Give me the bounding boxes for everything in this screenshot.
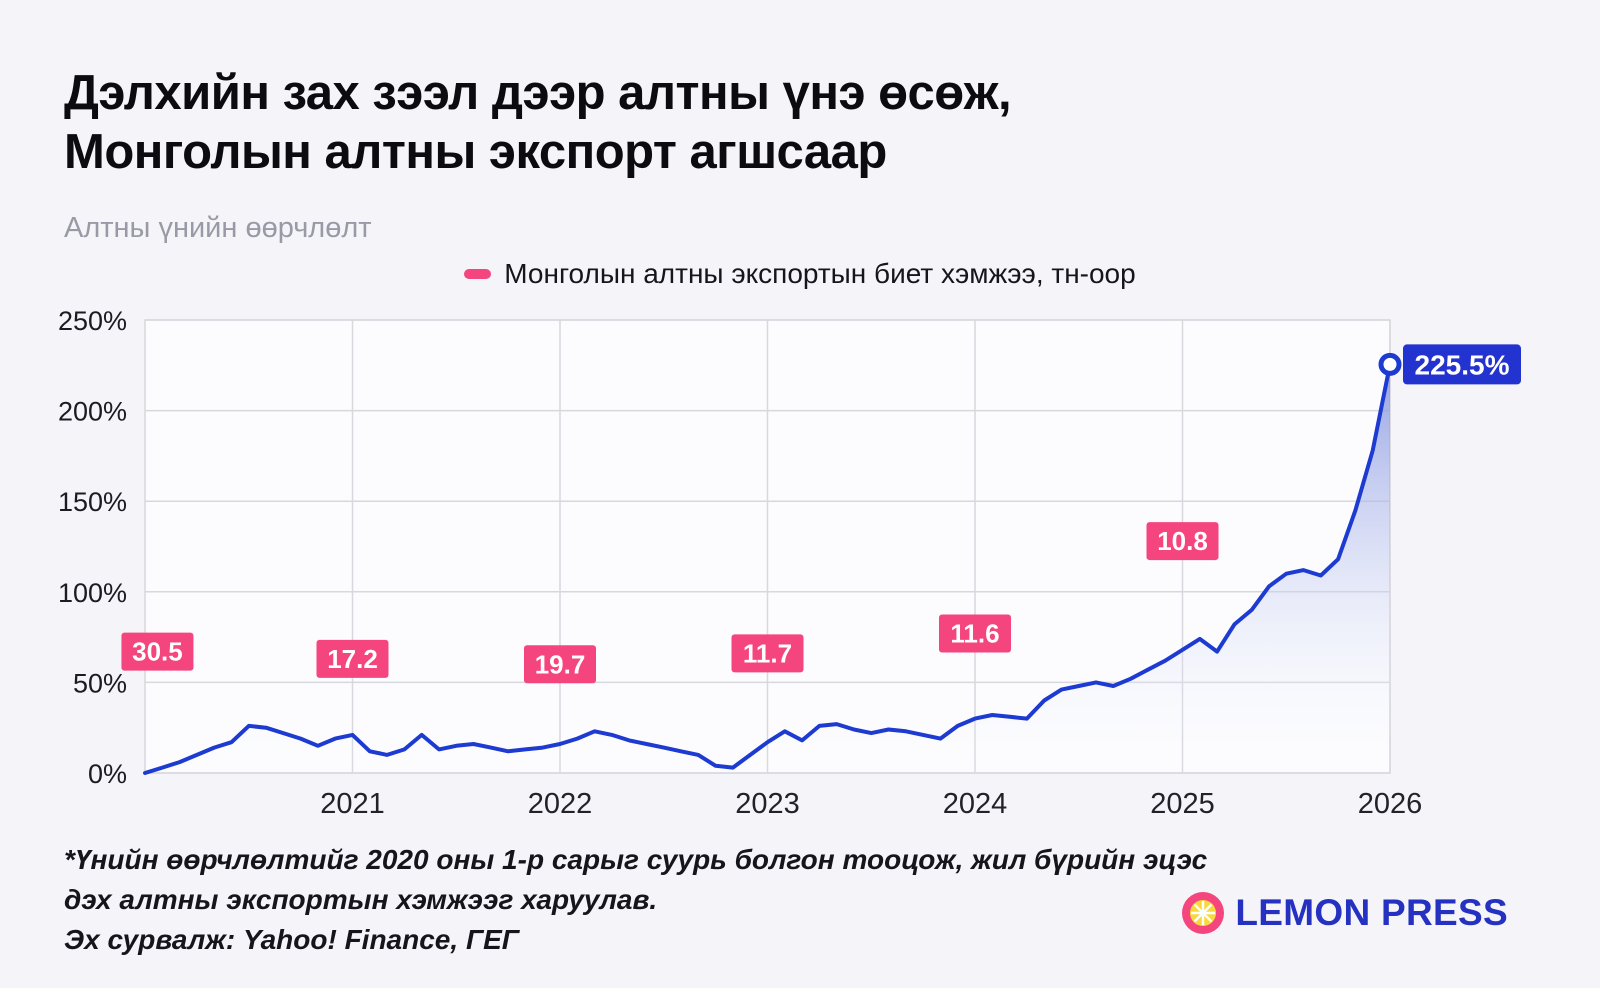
- export-volume-badge: [1146, 522, 1219, 561]
- end-marker: [1378, 352, 1402, 376]
- export-volume-badge-label: 17.2: [327, 644, 378, 674]
- export-volume-badge: [121, 632, 194, 671]
- footnote-line-3: Эх сурвалж: Yahoo! Finance, ГЕГ: [64, 924, 519, 956]
- xtick-label: 2022: [528, 788, 593, 820]
- ytick-label: 250%: [58, 306, 127, 336]
- footnote-line-2: дэх алтны экспортын хэмжээг харуулав.: [64, 884, 658, 916]
- export-volume-badge-label: 11.7: [743, 638, 792, 668]
- chart-canvas: 0% 50% 100% 150% 200% 250% 2021 2022 2023 2024 202…: [58, 306, 1521, 820]
- export-volume-badge-label: 11.6: [950, 618, 999, 648]
- chart-subtitle: Алтны үнийн өөрчлөлт: [64, 212, 372, 244]
- lemon-icon: [1182, 892, 1225, 934]
- xtick-label: 2021: [320, 788, 385, 820]
- chart-headline: Дэлхийн зах зээл дээр алтны үнэ өсөж, Мо…: [64, 64, 1012, 182]
- end-value-badge-label: 225.5%: [1415, 349, 1510, 380]
- brand-logo: LEMON PRESS: [1182, 892, 1508, 934]
- export-volume-badge: [731, 634, 804, 673]
- export-volume-badge-label: 30.5: [132, 637, 183, 667]
- ytick-label: 100%: [58, 578, 127, 608]
- footnote: *Үнийн өөрчлөлтийг 2020 оны 1-р сарыг су…: [64, 840, 1207, 960]
- legend-marker-icon: [464, 269, 492, 279]
- gold-price-chart: 0% 50% 100% 150% 200% 250% 2021 2022 2023 2024 202…: [0, 300, 1600, 840]
- ytick-label: 200%: [58, 397, 127, 427]
- legend-label: Монголын алтны экспортын биет хэмжээ, тн…: [504, 258, 1136, 289]
- ytick-label: 0%: [88, 759, 127, 789]
- export-volume-badge: [939, 614, 1011, 653]
- brand-name: LEMON PRESS: [1235, 892, 1508, 933]
- footnote-line-1: *Үнийн өөрчлөлтийг 2020 оны 1-р сарыг су…: [64, 844, 1208, 875]
- xtick-label: 2025: [1150, 788, 1215, 820]
- ytick-label: 50%: [73, 668, 127, 698]
- export-volume-badge-label: 19.7: [535, 649, 586, 679]
- ytick-label: 150%: [58, 487, 127, 517]
- area-fill: [145, 364, 1390, 773]
- headline-line-1: Дэлхийн зах зээл дээр алтны үнэ өсөж,: [64, 66, 1012, 120]
- price-line: [143, 362, 1392, 775]
- end-value-badge: [1403, 344, 1521, 385]
- xtick-label: 2024: [943, 788, 1008, 820]
- headline-line-2: Монголын алтны экспорт агшсаар: [64, 124, 887, 179]
- export-volume-badge: [316, 639, 389, 678]
- xtick-label: 2026: [1358, 788, 1423, 820]
- export-volume-badge: [524, 645, 596, 684]
- xtick-label: 2023: [735, 788, 800, 820]
- chart-legend: Монголын алтны экспортын биет хэмжээ, тн…: [0, 258, 1600, 290]
- export-volume-badge-label: 10.8: [1157, 526, 1208, 556]
